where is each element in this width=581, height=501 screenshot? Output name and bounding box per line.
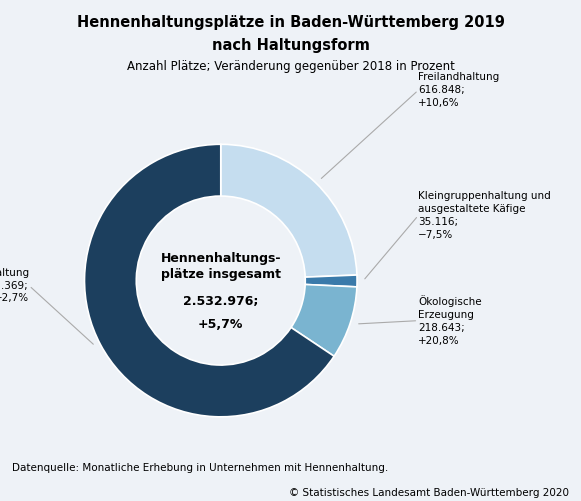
Wedge shape [291, 285, 357, 356]
Text: © Statistisches Landesamt Baden-Württemberg 2020: © Statistisches Landesamt Baden-Württemb… [289, 488, 569, 498]
Wedge shape [221, 144, 357, 277]
Text: Hennenhaltungs-
plätze insgesamt: Hennenhaltungs- plätze insgesamt [160, 253, 281, 282]
Text: Ökologische
Erzeugung
218.643;
+20,8%: Ökologische Erzeugung 218.643; +20,8% [418, 296, 482, 346]
Text: Datenquelle: Monatliche Erhebung in Unternehmen mit Hennenhaltung.: Datenquelle: Monatliche Erhebung in Unte… [12, 463, 388, 473]
Text: Kleingruppenhaltung und
ausgestaltete Käfige
35.116;
−7,5%: Kleingruppenhaltung und ausgestaltete Kä… [418, 191, 551, 239]
Text: Freilandhaltung
616.848;
+10,6%: Freilandhaltung 616.848; +10,6% [418, 72, 500, 108]
Wedge shape [305, 275, 357, 287]
Text: +5,7%: +5,7% [198, 318, 243, 331]
Text: Hennenhaltungsplätze in Baden-Württemberg 2019: Hennenhaltungsplätze in Baden-Württember… [77, 15, 504, 30]
Text: nach Haltungsform: nach Haltungsform [211, 38, 370, 53]
Text: Bodenhaltung
1.662.369;
+2,7%: Bodenhaltung 1.662.369; +2,7% [0, 268, 29, 304]
Text: Anzahl Plätze; Veränderung gegenüber 2018 in Prozent: Anzahl Plätze; Veränderung gegenüber 201… [127, 60, 454, 73]
Wedge shape [84, 144, 334, 417]
Text: 2.532.976;: 2.532.976; [183, 295, 259, 308]
